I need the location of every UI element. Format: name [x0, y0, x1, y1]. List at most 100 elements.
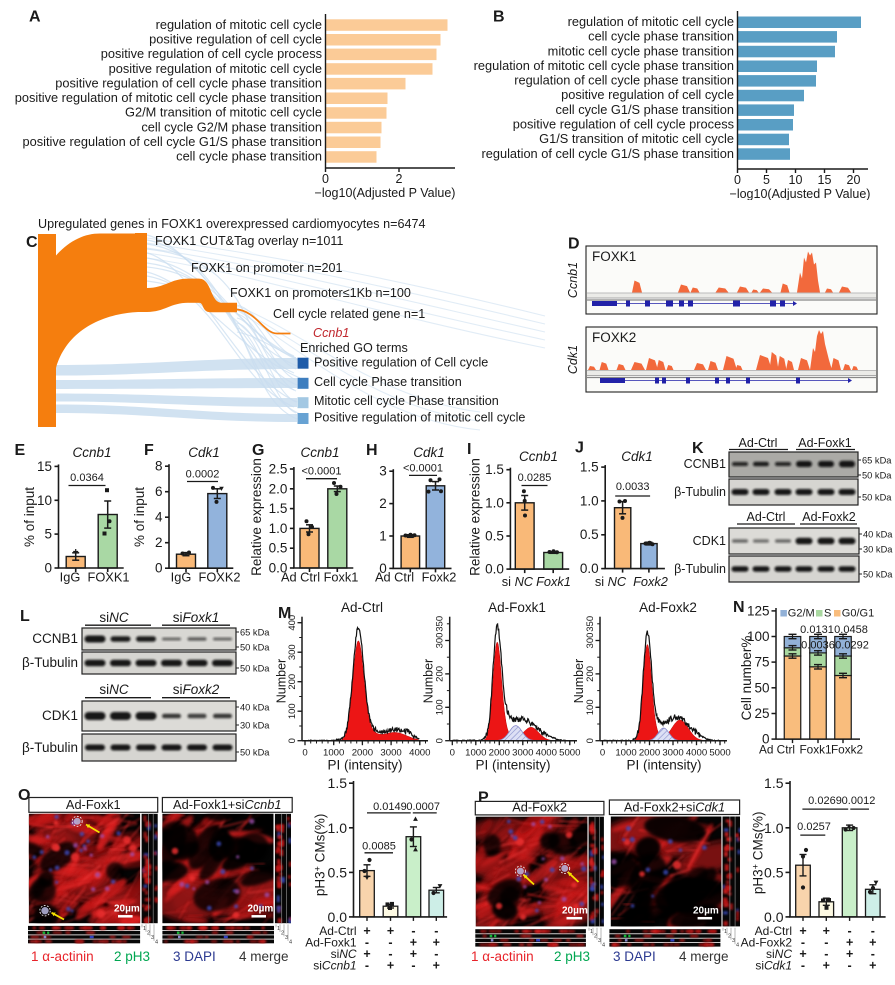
svg-text:Ad-Foxk2+siCdk1: Ad-Foxk2+siCdk1 — [624, 799, 725, 814]
svg-text:2 pH3: 2 pH3 — [554, 949, 590, 964]
svg-text:0.0149: 0.0149 — [373, 801, 407, 813]
svg-text:2: 2 — [379, 496, 387, 511]
svg-text:0.0458: 0.0458 — [834, 624, 868, 636]
svg-text:Foxk2: Foxk2 — [831, 743, 863, 757]
svg-text:4: 4 — [289, 939, 292, 945]
svg-text:+: + — [869, 958, 876, 972]
svg-text:K: K — [692, 440, 704, 457]
svg-text:1 α-actinin: 1 α-actinin — [471, 949, 534, 964]
svg-text:regulation of mitotic cell cyc: regulation of mitotic cell cycle — [156, 17, 322, 32]
svg-text:% of input: % of input — [22, 487, 37, 547]
svg-text:0.5: 0.5 — [328, 864, 348, 880]
svg-text:300: 300 — [585, 633, 596, 649]
svg-text:-: - — [388, 947, 392, 961]
svg-text:8: 8 — [155, 459, 163, 474]
svg-text:30 kDa: 30 kDa — [240, 721, 270, 731]
svg-text:20µm: 20µm — [248, 904, 274, 915]
svg-text:4: 4 — [155, 510, 163, 525]
svg-text:0.5: 0.5 — [764, 864, 784, 880]
svg-text:siNC: siNC — [99, 682, 128, 697]
svg-text:positive regulation of cell cy: positive regulation of cell cycle G1/S p… — [23, 134, 322, 149]
svg-text:0: 0 — [322, 172, 329, 186]
svg-text:regulation of cell cycle phase: regulation of cell cycle phase transitio… — [514, 73, 734, 88]
svg-text:β-Tubulin: β-Tubulin — [22, 655, 78, 670]
svg-text:regulation of mitotic cell cyc: regulation of mitotic cell cycle phase t… — [474, 58, 734, 73]
svg-text:200: 200 — [585, 666, 596, 682]
svg-text:0.0269: 0.0269 — [808, 795, 842, 807]
svg-text:0.0: 0.0 — [764, 909, 784, 925]
svg-text:-: - — [411, 958, 415, 972]
svg-text:15: 15 — [37, 459, 52, 474]
svg-text:0.0285: 0.0285 — [518, 472, 552, 484]
svg-text:G1/S transition of mitotic cel: G1/S transition of mitotic cell cycle — [539, 131, 734, 146]
svg-text:Ad-Foxk1: Ad-Foxk1 — [798, 438, 852, 450]
svg-text:10: 10 — [789, 173, 803, 187]
svg-text:0.0007: 0.0007 — [406, 801, 440, 813]
svg-text:4000: 4000 — [686, 748, 707, 759]
svg-text:0: 0 — [435, 738, 446, 743]
svg-text:Cdk1: Cdk1 — [566, 345, 580, 374]
svg-text:100: 100 — [747, 629, 770, 644]
svg-text:CDK1: CDK1 — [693, 534, 726, 548]
svg-text:β-Tubulin: β-Tubulin — [22, 740, 78, 755]
svg-text:Ad-Foxk2: Ad-Foxk2 — [639, 600, 697, 615]
svg-text:G2/M: G2/M — [788, 608, 815, 620]
svg-text:0.0012: 0.0012 — [842, 795, 876, 807]
svg-text:E: E — [15, 442, 26, 459]
svg-text:<0.0001: <0.0001 — [403, 462, 443, 474]
svg-text:15: 15 — [818, 173, 832, 187]
svg-text:100: 100 — [435, 699, 446, 715]
svg-text:350: 350 — [585, 616, 596, 632]
svg-text:2: 2 — [147, 930, 150, 936]
svg-text:4: 4 — [155, 939, 158, 945]
svg-text:10: 10 — [37, 493, 52, 508]
svg-text:D: D — [568, 236, 580, 253]
svg-text:5: 5 — [763, 173, 770, 187]
svg-text:3000: 3000 — [512, 748, 533, 759]
svg-text:Number: Number — [422, 659, 436, 703]
svg-text:0.0: 0.0 — [580, 561, 599, 576]
svg-text:Positive regulation of mitotic: Positive regulation of mitotic cell cycl… — [314, 411, 525, 425]
svg-text:positive regulation of cell cy: positive regulation of cell cycle phase … — [55, 75, 322, 90]
svg-text:<0.0001: <0.0001 — [301, 466, 341, 478]
svg-text:-: - — [411, 924, 415, 938]
svg-text:FOXK2: FOXK2 — [199, 570, 241, 585]
svg-text:Foxk1: Foxk1 — [799, 743, 831, 757]
svg-text:5: 5 — [44, 527, 52, 542]
svg-text:3000: 3000 — [380, 748, 401, 759]
svg-text:350: 350 — [435, 616, 446, 632]
svg-text:0: 0 — [600, 748, 605, 759]
svg-text:50 kDa: 50 kDa — [240, 664, 270, 674]
svg-text:2000: 2000 — [489, 748, 510, 759]
svg-text:FOXK1: FOXK1 — [88, 570, 130, 585]
svg-text:-: - — [388, 935, 392, 949]
svg-text:Cell cycle related gene n=1: Cell cycle related gene n=1 — [273, 307, 425, 321]
svg-text:2.5: 2.5 — [269, 462, 288, 477]
svg-text:1.5: 1.5 — [764, 778, 784, 791]
svg-text:0.0: 0.0 — [328, 909, 348, 925]
svg-text:75: 75 — [754, 655, 769, 670]
svg-text:0.0: 0.0 — [269, 561, 288, 576]
svg-text:0: 0 — [585, 738, 596, 743]
svg-text:PI (intensity): PI (intensity) — [327, 758, 402, 773]
svg-text:20µm: 20µm — [693, 906, 719, 917]
svg-text:N: N — [733, 599, 745, 616]
svg-text:CCNB1: CCNB1 — [32, 631, 78, 646]
svg-text:0: 0 — [379, 561, 387, 576]
svg-text:-: - — [848, 924, 852, 938]
svg-text:2: 2 — [281, 930, 284, 936]
svg-text:siNC: siNC — [331, 947, 357, 961]
svg-text:Ccnb1: Ccnb1 — [566, 262, 580, 298]
svg-text:Ad-Ctrl: Ad-Ctrl — [755, 924, 792, 938]
svg-text:5000: 5000 — [559, 748, 580, 759]
svg-text:Ad-Foxk1: Ad-Foxk1 — [488, 600, 546, 615]
svg-text:1.5: 1.5 — [269, 501, 288, 516]
svg-text:5000: 5000 — [709, 748, 730, 759]
svg-text:3 DAPI: 3 DAPI — [613, 949, 656, 964]
svg-text:400: 400 — [287, 615, 298, 631]
svg-text:0.0036: 0.0036 — [801, 640, 835, 652]
svg-text:1000: 1000 — [465, 748, 486, 759]
svg-text:% of input: % of input — [132, 487, 147, 547]
svg-text:0.5: 0.5 — [269, 541, 288, 556]
svg-text:mitotic cell cycle phase trans: mitotic cell cycle phase transition — [548, 43, 734, 58]
